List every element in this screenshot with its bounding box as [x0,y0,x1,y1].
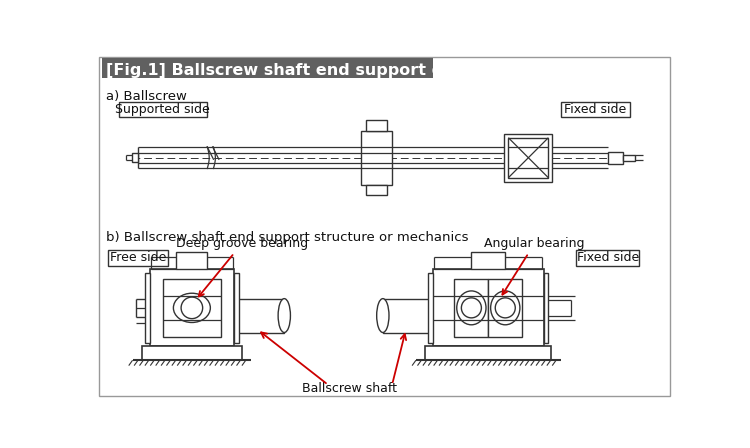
Text: Fixed side: Fixed side [564,103,626,116]
Bar [488,279,522,337]
Bar [132,153,138,162]
Bar [149,269,234,346]
Bar [544,273,548,343]
Bar [561,102,630,117]
Bar [234,299,284,332]
Bar [382,299,433,332]
Bar [142,346,242,360]
Ellipse shape [173,293,210,323]
Bar [102,58,433,78]
Circle shape [495,298,515,318]
Text: Fixed side: Fixed side [577,251,639,264]
Text: a) Ballscrew: a) Ballscrew [106,90,188,103]
Ellipse shape [278,299,290,332]
Bar [425,346,551,360]
Bar [234,273,238,343]
Circle shape [181,297,203,319]
Ellipse shape [490,291,520,325]
Bar [608,151,623,164]
Text: [Fig.1] Ballscrew shaft end support design: [Fig.1] Ballscrew shaft end support desi… [106,63,493,78]
Text: Supported side: Supported side [116,103,210,116]
Bar [108,250,168,266]
Text: Free side: Free side [110,251,166,264]
Bar [362,131,392,185]
Bar [472,252,506,269]
Text: Deep groove bearing: Deep groove bearing [176,237,308,297]
Text: Ballscrew shaft: Ballscrew shaft [302,382,398,395]
Bar [505,134,552,181]
Text: Angular bearing: Angular bearing [484,237,585,295]
Bar [145,273,149,343]
Bar [118,102,207,117]
Bar [163,279,221,337]
Bar [509,138,548,178]
Ellipse shape [376,299,389,332]
Bar [366,120,388,131]
Bar [433,269,544,346]
Text: b) Ballscrew shaft end support structure or mechanics: b) Ballscrew shaft end support structure… [106,231,469,244]
Bar [576,250,639,266]
Bar [176,252,207,269]
Circle shape [461,298,482,318]
Bar [366,185,388,195]
Bar [454,279,488,337]
Bar [428,273,433,343]
Bar [623,155,635,161]
Ellipse shape [457,291,486,325]
